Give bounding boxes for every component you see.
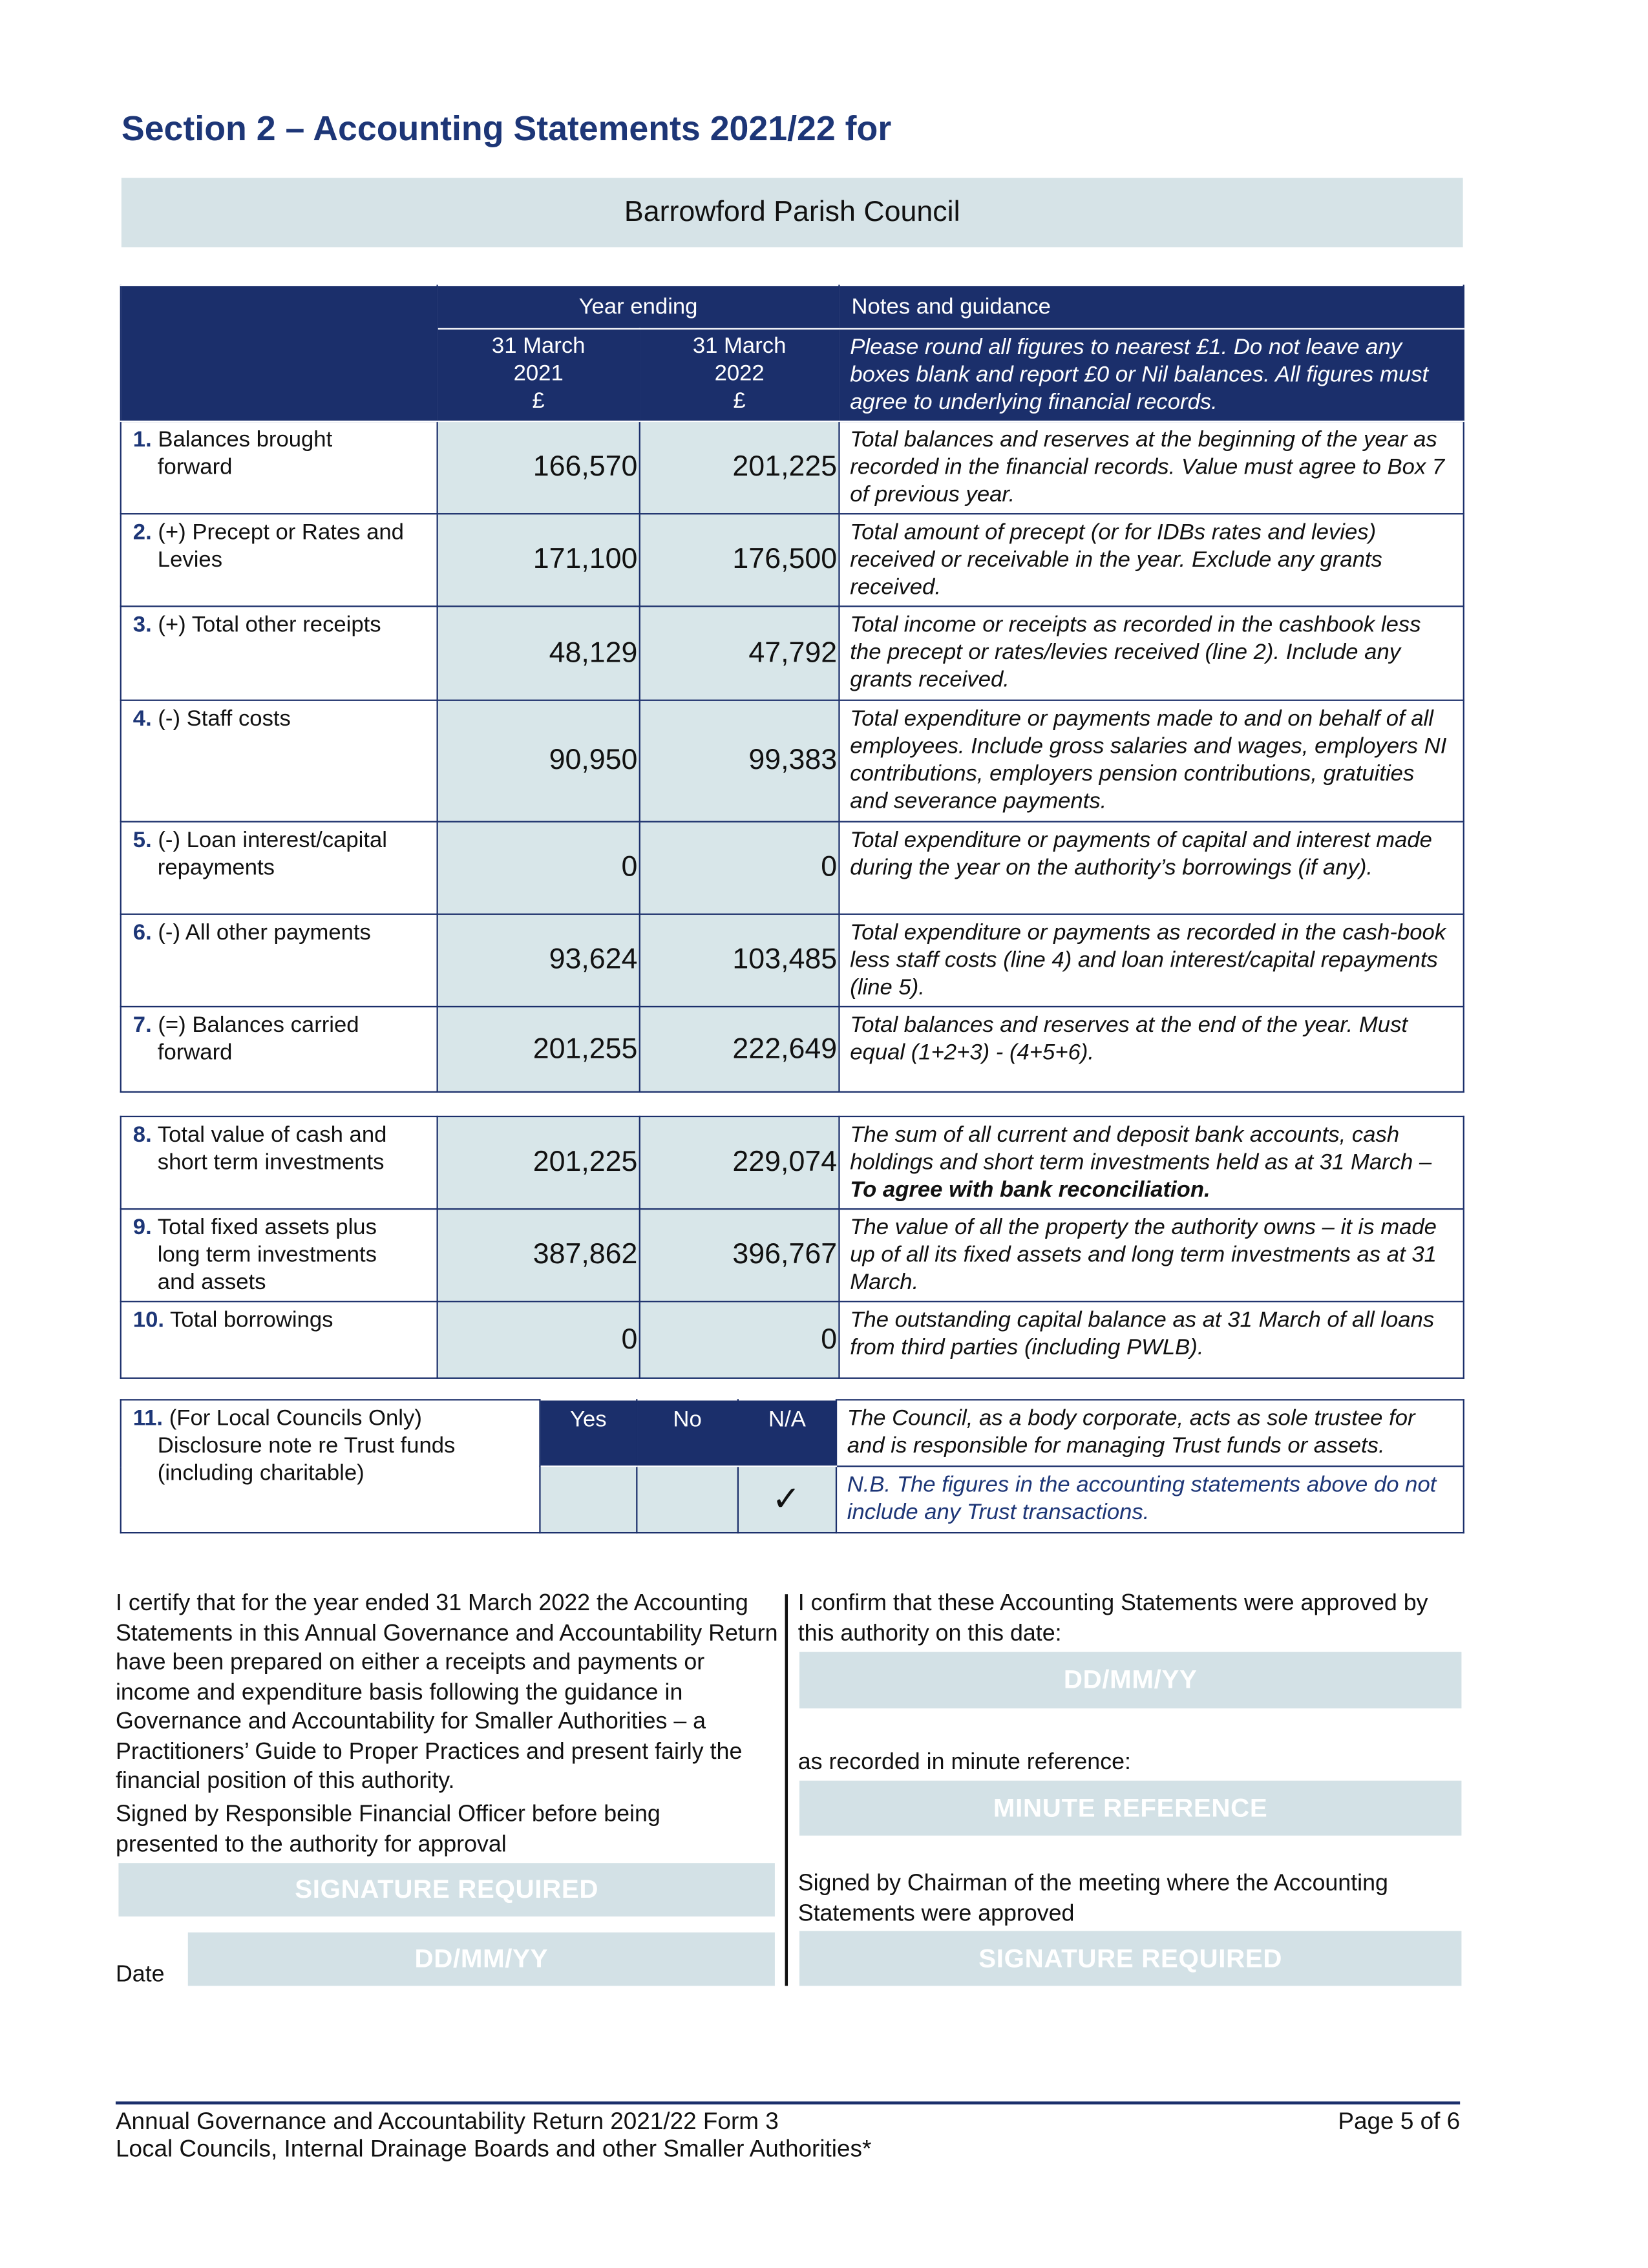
row-label: 4. (-) Staff costs: [120, 699, 438, 823]
trust-funds-table: 11. (For Local Councils Only) Disclosure …: [120, 1399, 1464, 1534]
value-2021[interactable]: 166,570: [436, 420, 640, 515]
na-header: N/A: [737, 1399, 838, 1467]
trust-nb-note: N.B. The figures in the accounting state…: [835, 1465, 1464, 1534]
value-2021[interactable]: 201,255: [436, 1005, 640, 1093]
row-note: Total expenditure or payments made to an…: [838, 699, 1464, 823]
accounting-statements-table: Year ending Notes and guidance 31 March 2…: [120, 284, 1464, 1093]
row-label: 7. (=) Balances carried forward: [120, 1005, 438, 1093]
row-note: Total expenditure or payments of capital…: [838, 821, 1464, 915]
table-row: 2. (+) Precept or Rates and Levies 171,10…: [120, 513, 1464, 607]
chairman-signature-field[interactable]: SIGNATURE REQUIRED: [799, 1931, 1462, 1986]
value-2022[interactable]: 99,383: [639, 699, 840, 823]
table-row: 3. (+) Total other receipts 48,129 47,79…: [120, 605, 1464, 701]
row-label: 2. (+) Precept or Rates and Levies: [120, 513, 438, 607]
value-2022[interactable]: 0: [639, 1301, 840, 1379]
row-label: 5. (-) Loan interest/capital repayments: [120, 821, 438, 915]
notes-header: Notes and guidance: [838, 284, 1464, 330]
value-2022[interactable]: 103,485: [639, 913, 840, 1008]
value-2022[interactable]: 176,500: [639, 513, 840, 607]
checkmark-icon: ✓: [772, 1480, 801, 1519]
rfo-signed-label: Signed by Responsible Financial Officer …: [115, 1802, 660, 1857]
value-2021[interactable]: 387,862: [436, 1208, 640, 1303]
rfo-date-field[interactable]: DD/MM/YY: [187, 1932, 775, 1986]
table-row: 5. (-) Loan interest/capital repayments 0…: [120, 821, 1464, 915]
row-note: Total income or receipts as recorded in …: [838, 605, 1464, 701]
date-label: Date: [115, 1962, 165, 1988]
value-2021[interactable]: 0: [436, 821, 640, 915]
council-name: Barrowford Parish Council: [624, 196, 960, 228]
row-label: 8. Total value of cash and short term inv…: [120, 1115, 438, 1210]
row-note: The outstanding capital balance as at 31…: [838, 1301, 1464, 1379]
page-number: Page 5 of 6: [1338, 2108, 1461, 2135]
footer-rule: [115, 2101, 1461, 2104]
table-row: 6. (-) All other payments 93,624 103,485…: [120, 913, 1464, 1008]
value-2022[interactable]: 222,649: [639, 1005, 840, 1093]
table-row: 8. Total value of cash and short term inv…: [120, 1115, 1464, 1210]
table-row: 1. Balances brought forward 166,570 201,2…: [120, 420, 1464, 515]
row-note: Total expenditure or payments as recorde…: [838, 913, 1464, 1008]
value-2021[interactable]: 93,624: [436, 913, 640, 1008]
row-note: Total amount of precept (or for IDBs rat…: [838, 513, 1464, 607]
chairman-signed-label: Signed by Chairman of the meeting where …: [798, 1871, 1388, 1926]
value-2022[interactable]: 396,767: [639, 1208, 840, 1303]
table-row: 4. (-) Staff costs 90,950 99,383 Total e…: [120, 699, 1464, 823]
cash-assets-table: 8. Total value of cash and short term inv…: [120, 1115, 1464, 1379]
value-2022[interactable]: 0: [639, 821, 840, 915]
year-ending-header: Year ending: [436, 284, 840, 330]
row-note: The value of all the property the author…: [838, 1208, 1464, 1303]
table-row: 7. (=) Balances carried forward 201,255 2…: [120, 1005, 1464, 1093]
guidance-text: Please round all figures to nearest £1. …: [838, 328, 1464, 423]
column-divider: [785, 1594, 787, 1986]
row-label: 1. Balances brought forward: [120, 420, 438, 515]
approval-date-field[interactable]: DD/MM/YY: [799, 1652, 1462, 1708]
table-row: 10. Total borrowings 0 0 The outstanding…: [120, 1301, 1464, 1379]
rfo-signature-field[interactable]: SIGNATURE REQUIRED: [118, 1863, 775, 1916]
row-label: 3. (+) Total other receipts: [120, 605, 438, 701]
row-label: 10. Total borrowings: [120, 1301, 438, 1379]
approval-text: I confirm that these Accounting Statemen…: [798, 1591, 1428, 1646]
value-2021[interactable]: 48,129: [436, 605, 640, 701]
row-note: Total balances and reserves at the end o…: [838, 1005, 1464, 1093]
table-row: 9. Total fixed assets plus long term inve…: [120, 1208, 1464, 1303]
col-2022-header: 31 March 2022 £: [639, 328, 840, 423]
trust-label: 11. (For Local Councils Only) Disclosure …: [120, 1399, 541, 1534]
value-2021[interactable]: 201,225: [436, 1115, 640, 1210]
no-checkbox[interactable]: [636, 1465, 739, 1534]
row-note: The sum of all current and deposit bank …: [838, 1115, 1464, 1210]
yes-header: Yes: [539, 1399, 638, 1467]
row-note: Total balances and reserves at the begin…: [838, 420, 1464, 515]
minute-label: as recorded in minute reference:: [798, 1750, 1131, 1775]
council-name-bar: Barrowford Parish Council: [121, 178, 1463, 247]
yes-checkbox[interactable]: [539, 1465, 638, 1534]
value-2021[interactable]: 90,950: [436, 699, 640, 823]
section-title: Section 2 – Accounting Statements 2021/2…: [121, 109, 892, 149]
header-blank: [120, 284, 438, 423]
row-label: 9. Total fixed assets plus long term inve…: [120, 1208, 438, 1303]
trust-note: The Council, as a body corporate, acts a…: [835, 1399, 1464, 1467]
value-2021[interactable]: 0: [436, 1301, 640, 1379]
row-label: 6. (-) All other payments: [120, 913, 438, 1008]
value-2022[interactable]: 201,225: [639, 420, 840, 515]
value-2022[interactable]: 47,792: [639, 605, 840, 701]
col-2021-header: 31 March 2021 £: [436, 328, 640, 423]
minute-reference-field[interactable]: MINUTE REFERENCE: [799, 1780, 1462, 1836]
no-header: No: [636, 1399, 739, 1467]
certify-text: I certify that for the year ended 31 Mar…: [115, 1591, 778, 1794]
value-2022[interactable]: 229,074: [639, 1115, 840, 1210]
footer-text: Annual Governance and Accountability Ret…: [115, 2108, 872, 2163]
na-checkbox[interactable]: ✓: [737, 1465, 838, 1534]
value-2021[interactable]: 171,100: [436, 513, 640, 607]
